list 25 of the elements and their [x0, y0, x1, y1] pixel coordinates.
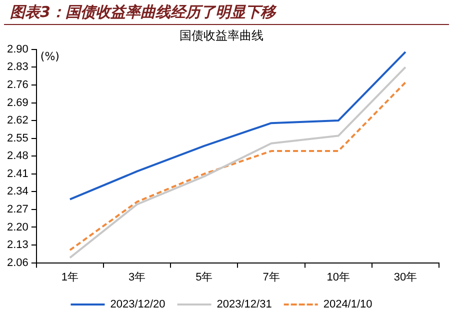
x-tick-label: 7年 [262, 271, 280, 284]
legend-label: 2024/1/10 [323, 298, 372, 311]
x-tick-label: 10年 [326, 271, 350, 284]
y-tick-label: 2.83 [6, 61, 28, 74]
x-tick-label: 1年 [61, 271, 79, 284]
y-axis-title: (%) [40, 50, 60, 63]
y-tick-label: 2.62 [6, 114, 28, 127]
legend-label: 2023/12/31 [216, 298, 272, 311]
y-tick-label: 2.34 [6, 186, 28, 198]
chart-subtitle: 国债收益率曲线 [180, 28, 264, 42]
x-tick-label: 3年 [128, 271, 146, 284]
y-tick-label: 2.13 [6, 239, 28, 252]
y-tick-label: 2.55 [6, 132, 28, 144]
y-tick-label: 2.48 [6, 150, 28, 162]
x-tick-label: 30年 [394, 271, 418, 284]
y-tick-label: 2.27 [6, 203, 28, 216]
y-tick-label: 2.20 [6, 221, 28, 234]
y-tick-label: 2.06 [6, 256, 28, 269]
y-tick-label: 2.69 [6, 96, 28, 109]
x-tick-label: 5年 [196, 271, 213, 284]
legend-label: 2023/12/20 [110, 298, 166, 311]
chart-title: 图表3：国债收益率曲线经历了明显下移 [4, 0, 449, 25]
y-tick-label: 2.41 [6, 168, 28, 180]
y-tick-label: 2.76 [6, 79, 28, 91]
y-tick-label: 2.90 [6, 43, 28, 56]
